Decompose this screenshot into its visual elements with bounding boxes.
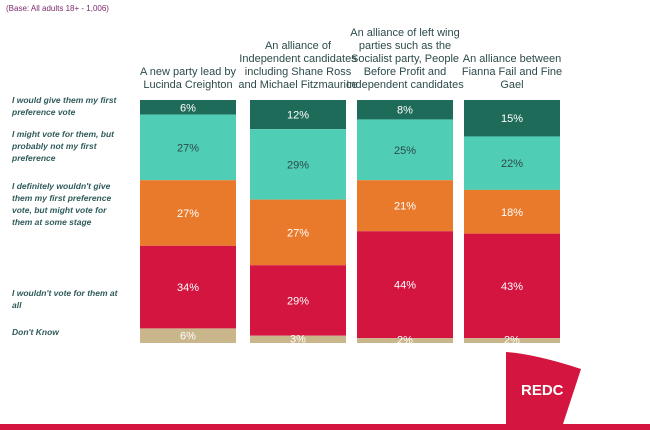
bar-segment [464, 136, 560, 190]
bar-segment [464, 100, 560, 137]
bar-segment [250, 100, 346, 130]
data-label: 21% [394, 201, 416, 213]
data-label: 27% [177, 142, 199, 154]
row-label: I would give them my first preference vo… [12, 95, 117, 117]
data-label: 27% [287, 227, 309, 239]
bar-segment [464, 189, 560, 234]
bar-segment [140, 100, 236, 115]
row-label: I wouldn't vote for them at all [12, 288, 118, 310]
bar-segment [357, 338, 453, 343]
bar-segment [250, 265, 346, 336]
logo-text: REDC [521, 382, 564, 399]
category-label: A new party lead by Lucinda Creighton [139, 66, 236, 91]
data-label: 34% [177, 282, 199, 294]
bar-segment [464, 338, 560, 343]
row-label: I definitely wouldn't give them my first… [12, 181, 112, 227]
category-label: An alliance between Fianna Fail and Fine… [461, 53, 563, 91]
data-label: 25% [394, 145, 416, 157]
bar-segment [357, 180, 453, 232]
category-label: An alliance of Independent candidates in… [238, 40, 358, 91]
data-label: 44% [394, 280, 416, 292]
bar-segment [250, 199, 346, 266]
data-label: 27% [177, 208, 199, 220]
bar-segment [357, 119, 453, 181]
logo-shape [506, 352, 581, 424]
bar-segment [464, 233, 560, 339]
row-label: Don't Know [12, 327, 59, 337]
data-label: 12% [287, 110, 309, 122]
data-label: 6% [180, 331, 196, 343]
bottom-bar [0, 424, 650, 430]
base-note: (Base: All adults 18+ - 1,006) [6, 4, 109, 13]
category-label: An alliance of left wing parties such as… [346, 27, 464, 91]
row-label: I might vote for them, but probably not … [12, 129, 114, 163]
data-label: 15% [501, 113, 523, 125]
redc-logo: REDC [503, 352, 583, 424]
data-label: 8% [397, 105, 413, 117]
data-label: 6% [180, 102, 196, 114]
bar-segment [140, 245, 236, 329]
data-label: 2% [397, 335, 413, 347]
bar-segment [140, 180, 236, 246]
bar-segment [357, 100, 453, 120]
data-label: 22% [501, 158, 523, 170]
bar-segment [140, 114, 236, 181]
bar-segment [140, 328, 236, 343]
data-label: 2% [504, 335, 520, 347]
data-label: 43% [501, 281, 523, 293]
data-label: 18% [501, 207, 523, 219]
data-label: 29% [287, 295, 309, 307]
data-label: 3% [290, 333, 306, 345]
data-label: 29% [287, 159, 309, 171]
bar-segment [250, 335, 346, 343]
bar-segment [250, 129, 346, 200]
bar-segment [357, 231, 453, 339]
